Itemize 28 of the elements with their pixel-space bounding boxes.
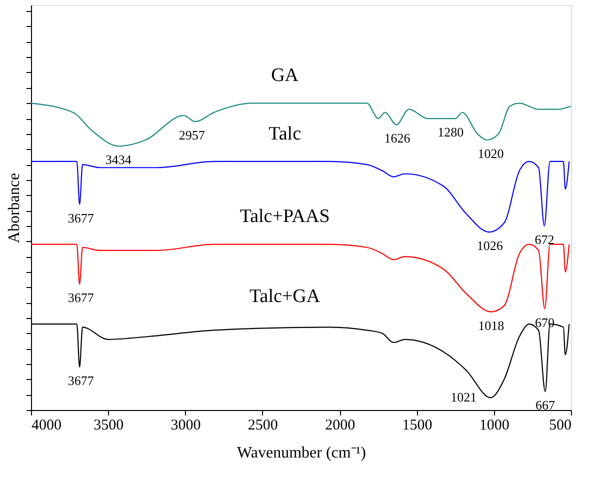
annotation: 1280 [438, 124, 464, 140]
annotation: 1018 [478, 318, 504, 333]
series-label: Talc [268, 123, 302, 144]
y-axis-title: Aborbance [6, 172, 23, 244]
x-tick-label: 1000 [479, 418, 510, 434]
series-label: GA [271, 64, 299, 86]
x-tick-label: 4000 [32, 418, 62, 434]
annotation: 670 [535, 314, 555, 330]
annotation: 3677 [68, 210, 94, 226]
annotation: 1021 [450, 390, 477, 405]
annotation: 3434 [105, 152, 132, 168]
x-tick-label: 3500 [94, 418, 124, 434]
x-tick-label: 2500 [248, 418, 278, 434]
x-tick-label: 1500 [402, 418, 432, 434]
annotation: 1020 [478, 146, 504, 161]
x-tick-label: 3000 [170, 418, 201, 434]
annotation: 667 [535, 398, 556, 413]
x-axis-title: Wavenumber (cm⁻¹) [237, 444, 366, 462]
annotation: 672 [534, 232, 554, 247]
series-label: Talc+GA [250, 286, 320, 307]
annotation: 1626 [384, 130, 411, 146]
annotation: 2957 [178, 128, 206, 143]
annotation: 3677 [68, 290, 94, 306]
annotation: 1026 [476, 238, 504, 254]
x-tick-label: 500 [549, 418, 572, 434]
x-tick-label: 2000 [325, 418, 356, 434]
series-label: Talc+PAAS [240, 206, 330, 228]
annotation: 3677 [68, 373, 94, 388]
